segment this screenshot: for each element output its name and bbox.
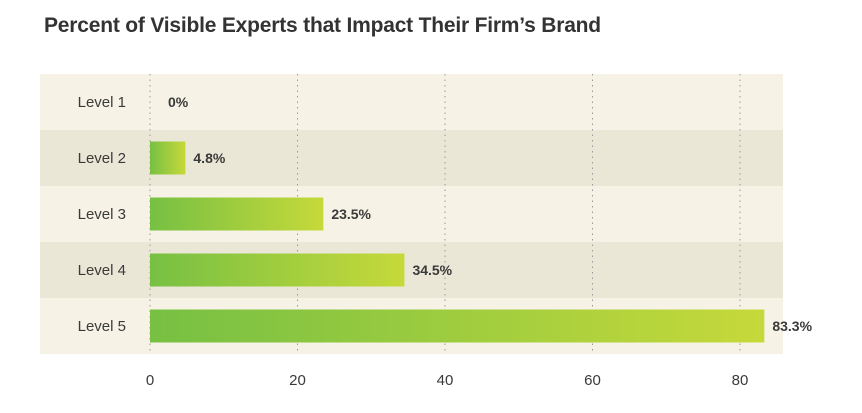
x-tick-label: 20 [289,372,306,389]
x-tick-label: 60 [584,372,601,389]
bar [150,309,765,343]
row-band [40,74,783,130]
value-label: 83.3% [772,318,812,334]
value-label: 4.8% [193,150,225,166]
category-label: Level 2 [78,150,126,167]
category-label: Level 4 [78,262,126,279]
value-label: 23.5% [331,206,371,222]
category-label: Level 3 [78,206,126,223]
x-tick-label: 0 [146,372,154,389]
value-labels: 0% 4.8% 23.5% 34.5% 83.3% [168,94,813,334]
x-axis-ticks: 0 20 40 60 80 [146,372,749,389]
bar [150,197,324,231]
bars [150,141,765,343]
category-labels: Level 1 Level 2 Level 3 Level 4 Level 5 [78,94,126,335]
category-label: Level 1 [78,94,126,111]
x-tick-label: 80 [732,372,749,389]
bar [150,141,186,175]
x-tick-label: 40 [437,372,454,389]
value-label: 34.5% [412,262,452,278]
chart-title: Percent of Visible Experts that Impact T… [44,14,601,37]
category-label: Level 5 [78,318,126,335]
value-label: 0% [168,94,189,110]
bar [150,253,405,287]
